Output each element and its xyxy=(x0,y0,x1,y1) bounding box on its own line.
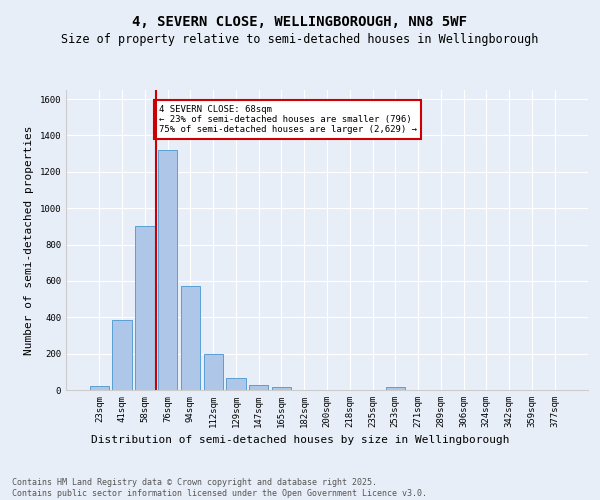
Bar xyxy=(226,378,245,390)
Bar xyxy=(249,384,268,390)
Bar xyxy=(272,388,291,390)
Bar xyxy=(386,388,405,390)
Bar xyxy=(158,150,178,390)
Bar xyxy=(112,320,132,390)
Bar xyxy=(203,354,223,390)
Text: 4, SEVERN CLOSE, WELLINGBOROUGH, NN8 5WF: 4, SEVERN CLOSE, WELLINGBOROUGH, NN8 5WF xyxy=(133,15,467,29)
Text: Contains HM Land Registry data © Crown copyright and database right 2025.
Contai: Contains HM Land Registry data © Crown c… xyxy=(12,478,427,498)
Text: 4 SEVERN CLOSE: 68sqm
← 23% of semi-detached houses are smaller (796)
75% of sem: 4 SEVERN CLOSE: 68sqm ← 23% of semi-deta… xyxy=(158,104,416,134)
Bar xyxy=(181,286,200,390)
Bar xyxy=(90,386,109,390)
Bar xyxy=(135,226,155,390)
Y-axis label: Number of semi-detached properties: Number of semi-detached properties xyxy=(24,125,34,355)
Text: Distribution of semi-detached houses by size in Wellingborough: Distribution of semi-detached houses by … xyxy=(91,435,509,445)
Text: Size of property relative to semi-detached houses in Wellingborough: Size of property relative to semi-detach… xyxy=(61,32,539,46)
